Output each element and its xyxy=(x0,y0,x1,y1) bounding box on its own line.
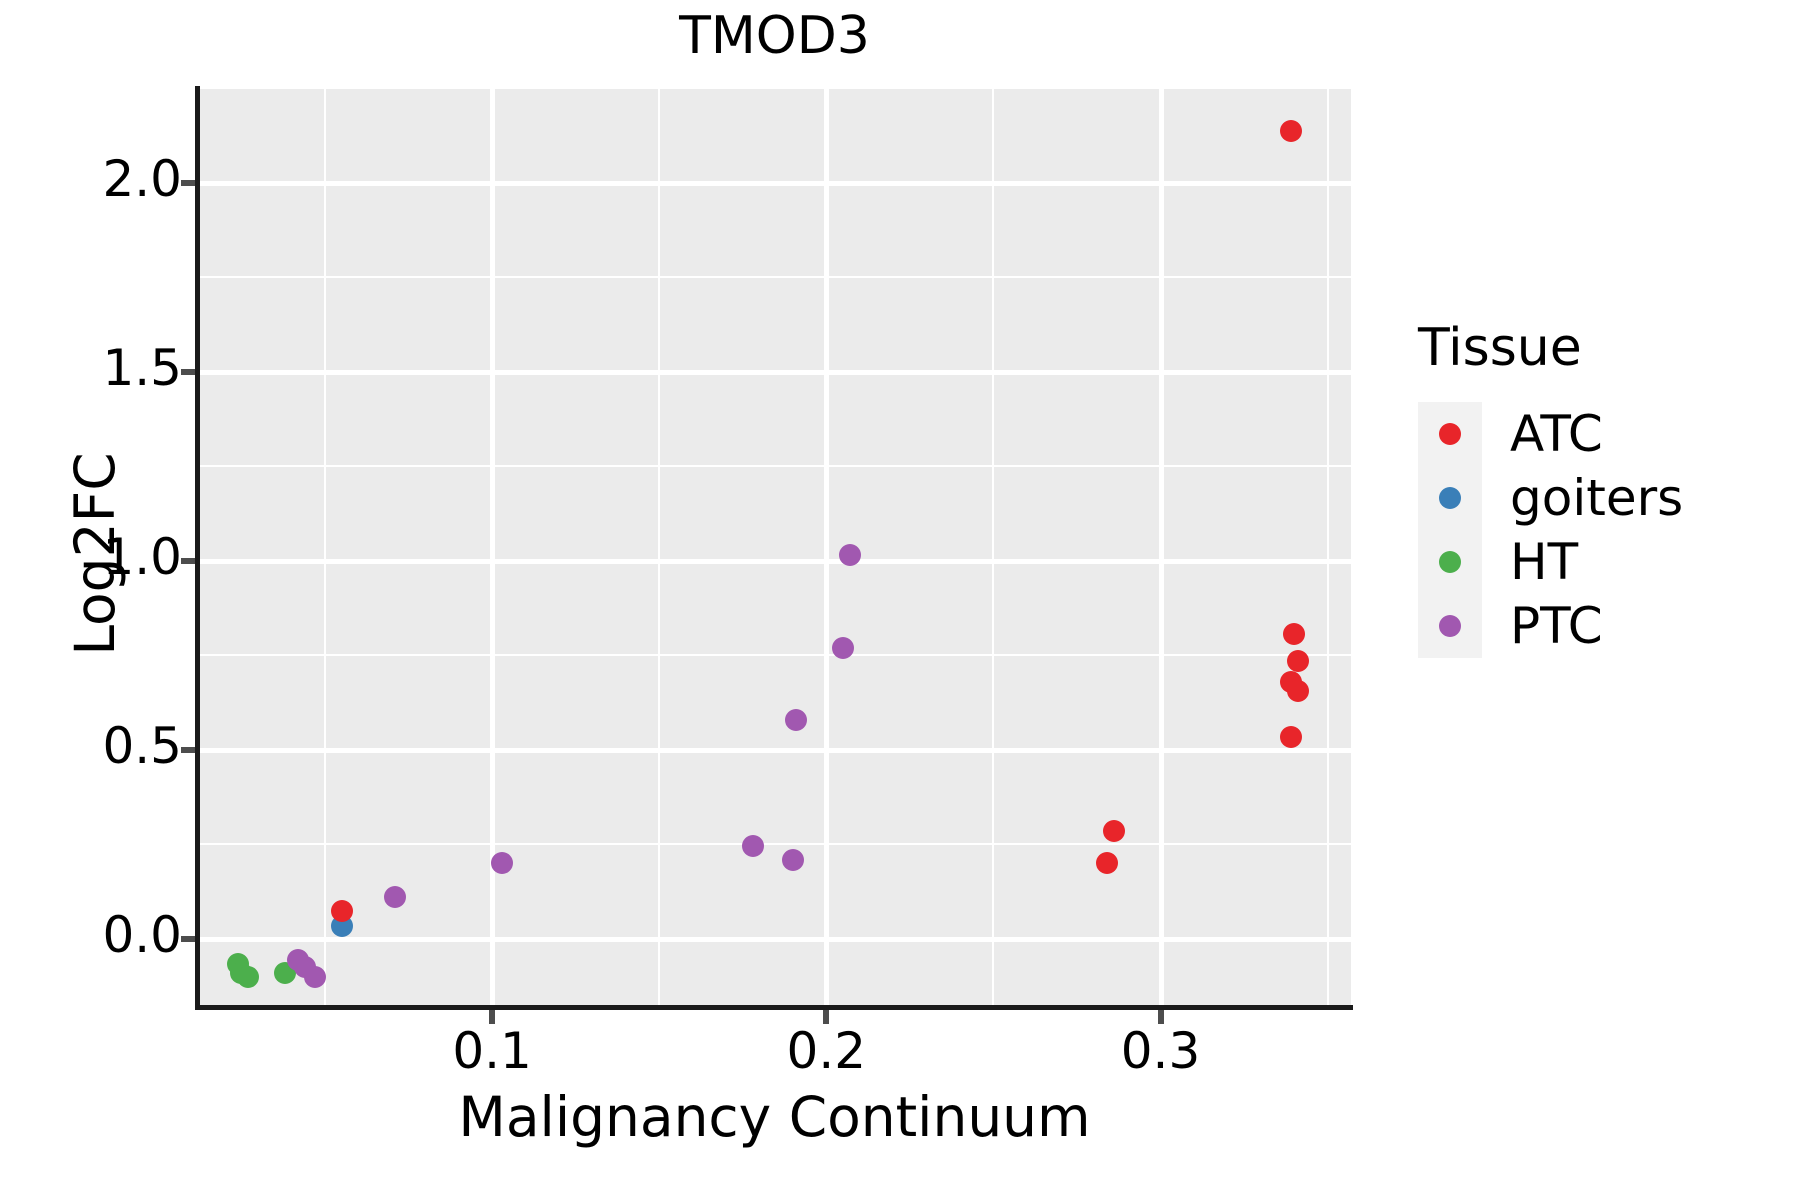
legend-item-label: ATC xyxy=(1510,405,1603,463)
x-axis-tick xyxy=(1157,1010,1164,1024)
gridline-minor-horizontal xyxy=(198,654,1351,657)
data-point xyxy=(781,848,804,871)
data-point xyxy=(1283,623,1306,646)
data-point xyxy=(237,965,260,988)
gridline-minor-horizontal xyxy=(198,465,1351,468)
data-point xyxy=(330,899,353,922)
x-axis-tick-label: 0.3 xyxy=(1120,1022,1201,1080)
y-axis-tick xyxy=(181,935,195,942)
y-axis-tick xyxy=(181,368,195,375)
legend-dot-icon xyxy=(1439,615,1461,637)
legend-item-ptc[interactable]: PTC xyxy=(1418,594,1788,658)
data-point xyxy=(1286,680,1309,703)
x-axis-tick xyxy=(489,1010,496,1024)
gridline-major-vertical xyxy=(490,88,496,1007)
legend-item-label: PTC xyxy=(1510,597,1603,655)
data-point xyxy=(1286,649,1309,672)
gridline-minor-vertical xyxy=(323,88,326,1007)
legend-item-ht[interactable]: HT xyxy=(1418,530,1788,594)
y-axis-tick xyxy=(181,746,195,753)
gridline-major-horizontal xyxy=(198,180,1351,186)
data-point xyxy=(1279,725,1302,748)
legend-swatch-icon xyxy=(1418,402,1482,466)
legend-item-goiters[interactable]: goiters xyxy=(1418,466,1788,530)
data-point xyxy=(384,886,407,909)
x-axis-title: Malignancy Continuum xyxy=(458,1085,1091,1149)
legend-items: ATC goiters HT PTC xyxy=(1418,402,1788,658)
data-point xyxy=(785,708,808,731)
y-axis-tick-label: 1.5 xyxy=(102,338,182,397)
data-point xyxy=(1102,820,1125,843)
plot-panel xyxy=(198,88,1351,1007)
data-point xyxy=(491,852,514,875)
gridline-major-vertical xyxy=(824,88,830,1007)
y-axis-tick-label: 2.0 xyxy=(102,149,182,208)
gridline-minor-horizontal xyxy=(198,276,1351,279)
legend-item-label: goiters xyxy=(1510,469,1684,527)
gridline-major-horizontal xyxy=(198,369,1351,375)
legend-swatch-icon xyxy=(1418,530,1482,594)
x-axis-line xyxy=(195,1005,1353,1010)
data-point xyxy=(1279,120,1302,143)
legend-swatch-icon xyxy=(1418,594,1482,658)
gridline-major-horizontal xyxy=(198,558,1351,564)
gridline-minor-vertical xyxy=(658,88,661,1007)
gridline-major-horizontal xyxy=(198,936,1351,942)
y-axis-tick-label: 1.0 xyxy=(102,527,182,586)
data-point xyxy=(1096,852,1119,875)
legend-item-label: HT xyxy=(1510,533,1579,591)
gridline-minor-horizontal xyxy=(198,88,1351,89)
y-axis-tick-label: 0.5 xyxy=(102,716,182,775)
legend-dot-icon xyxy=(1439,487,1461,509)
legend: Tissue ATC goiters HT PTC xyxy=(1418,318,1788,658)
x-axis-tick xyxy=(823,1010,830,1024)
y-axis-tick xyxy=(181,557,195,564)
gridline-minor-vertical xyxy=(1326,88,1329,1007)
y-axis-tick-label: 0.0 xyxy=(102,905,182,964)
data-point xyxy=(741,835,764,858)
gridline-minor-horizontal xyxy=(198,843,1351,846)
y-axis-line xyxy=(195,86,200,1009)
data-point xyxy=(838,544,861,567)
legend-title: Tissue xyxy=(1418,318,1582,378)
y-axis-title: Log2FC xyxy=(63,452,127,656)
gridline-major-vertical xyxy=(1158,88,1164,1007)
data-point xyxy=(832,636,854,659)
page-title: TMOD3 xyxy=(679,6,870,66)
gridline-minor-vertical xyxy=(992,88,995,1007)
legend-dot-icon xyxy=(1439,423,1461,445)
legend-swatch-icon xyxy=(1418,466,1482,530)
y-axis-tick xyxy=(181,179,195,186)
legend-item-atc[interactable]: ATC xyxy=(1418,402,1788,466)
x-axis-tick-label: 0.1 xyxy=(452,1022,532,1080)
x-axis-tick-label: 0.2 xyxy=(786,1022,867,1080)
gridline-major-horizontal xyxy=(198,747,1351,753)
data-point xyxy=(303,965,326,988)
legend-dot-icon xyxy=(1439,551,1461,573)
